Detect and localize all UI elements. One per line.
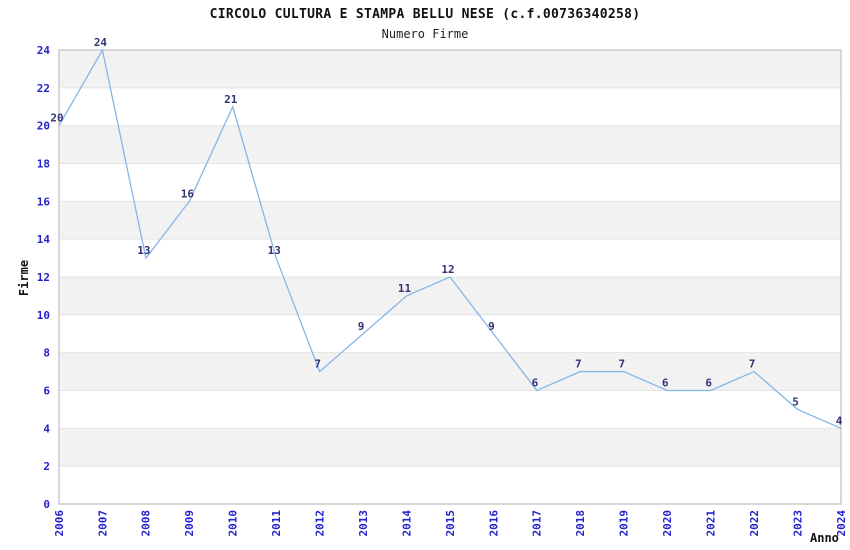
x-tick-label: 2020 bbox=[661, 510, 674, 537]
plot-band bbox=[59, 428, 841, 467]
y-tick-label: 18 bbox=[37, 158, 50, 171]
plot-border bbox=[58, 49, 842, 505]
plot-band bbox=[59, 125, 841, 164]
y-tick-label: 20 bbox=[37, 120, 50, 133]
x-tick-label: 2021 bbox=[705, 510, 718, 537]
data-label: 7 bbox=[314, 358, 321, 371]
y-tick-label: 4 bbox=[43, 422, 50, 435]
data-label: 20 bbox=[50, 112, 63, 125]
x-tick-label: 2017 bbox=[531, 510, 544, 537]
y-tick-label: 16 bbox=[37, 195, 51, 208]
data-label: 12 bbox=[441, 263, 454, 276]
x-tick-label: 2006 bbox=[53, 510, 66, 537]
y-tick-label: 6 bbox=[43, 385, 50, 398]
data-label: 21 bbox=[224, 93, 238, 106]
x-tick-label: 2012 bbox=[314, 510, 327, 537]
plot-band bbox=[59, 352, 841, 391]
series-line bbox=[58, 48, 842, 429]
x-tick-label: 2016 bbox=[487, 510, 500, 537]
chart-subtitle: Numero Firme bbox=[381, 27, 469, 41]
y-tick-label: 24 bbox=[37, 44, 51, 57]
data-label: 5 bbox=[792, 395, 799, 408]
y-tick-label: 12 bbox=[37, 271, 50, 284]
y-tick-label: 14 bbox=[37, 233, 51, 246]
y-tick-label: 10 bbox=[37, 309, 50, 322]
data-label: 24 bbox=[94, 36, 108, 49]
x-tick-label: 2009 bbox=[183, 510, 196, 537]
x-tick-label: 2015 bbox=[444, 510, 457, 537]
data-label: 16 bbox=[181, 187, 195, 200]
chart-title: CIRCOLO CULTURA E STAMPA BELLU NESE (c.f… bbox=[209, 7, 641, 22]
y-tick-label: 22 bbox=[37, 82, 50, 95]
plot-band bbox=[59, 277, 841, 315]
x-tick-label: 2019 bbox=[618, 510, 631, 537]
data-label: 13 bbox=[137, 244, 150, 257]
data-label: 11 bbox=[398, 282, 412, 295]
y-tick-label: 2 bbox=[43, 460, 50, 473]
x-tick-label: 2023 bbox=[791, 510, 804, 537]
data-label: 9 bbox=[488, 320, 495, 333]
x-tick-label: 2011 bbox=[270, 510, 283, 537]
data-label: 7 bbox=[749, 358, 756, 371]
y-tick-label: 0 bbox=[43, 498, 50, 511]
data-label: 6 bbox=[532, 377, 539, 390]
data-label: 9 bbox=[358, 320, 365, 333]
y-tick-label: 8 bbox=[43, 347, 50, 360]
x-tick-label: 2022 bbox=[748, 510, 761, 537]
plot-band bbox=[59, 201, 841, 240]
data-label: 7 bbox=[618, 358, 625, 371]
plot-band bbox=[59, 50, 841, 88]
x-tick-label: 2010 bbox=[227, 510, 240, 537]
data-label: 7 bbox=[575, 358, 582, 371]
data-label: 13 bbox=[268, 244, 281, 257]
data-label: 6 bbox=[662, 377, 669, 390]
x-tick-label: 2013 bbox=[357, 510, 370, 537]
x-tick-label: 2014 bbox=[400, 510, 413, 537]
data-label: 6 bbox=[705, 377, 712, 390]
x-tick-label: 2008 bbox=[140, 510, 153, 537]
data-label: 4 bbox=[836, 414, 843, 427]
x-axis-title: Anno bbox=[810, 531, 839, 545]
x-tick-label: 2024 bbox=[835, 510, 848, 537]
x-tick-label: 2007 bbox=[96, 510, 109, 537]
x-tick-label: 2018 bbox=[574, 510, 587, 537]
